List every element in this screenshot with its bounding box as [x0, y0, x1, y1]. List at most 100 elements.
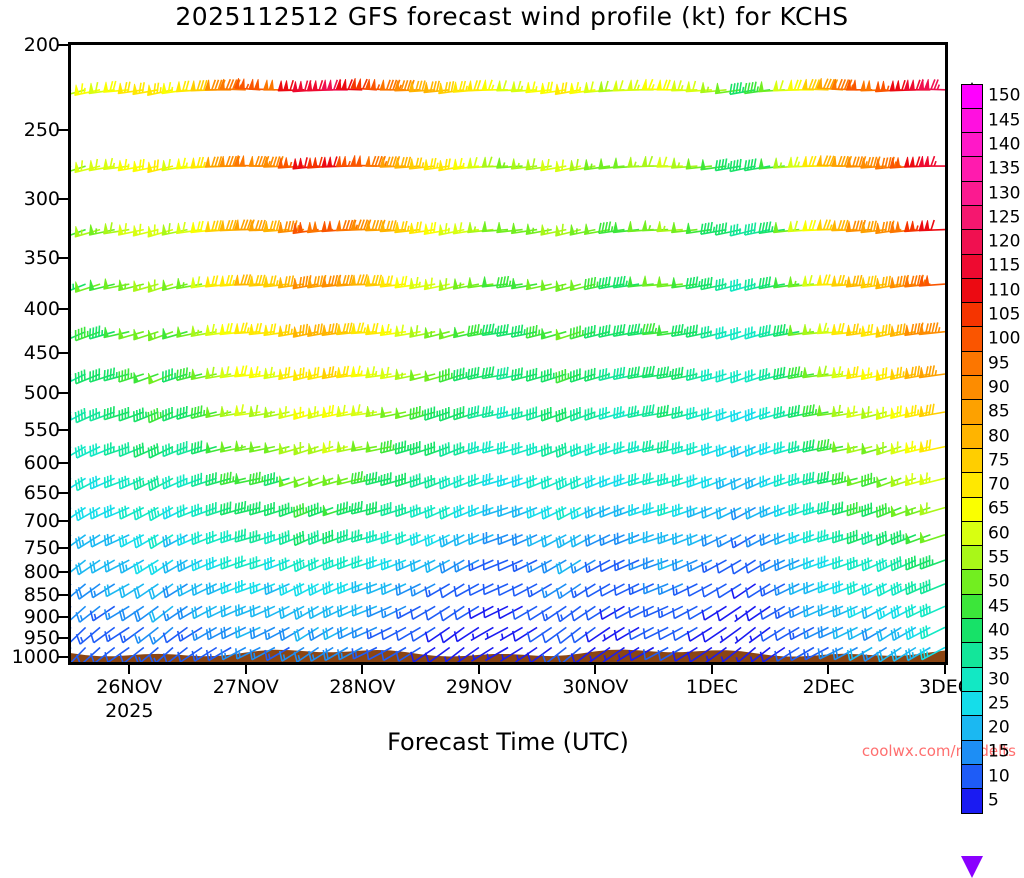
wind-barb: [600, 560, 625, 571]
colorbar-swatch: 145: [961, 108, 983, 134]
wind-barb: [294, 627, 318, 641]
wind-barb: [482, 221, 508, 231]
y-axis-tick: [58, 637, 68, 639]
wind-barb: [294, 606, 319, 619]
wind-barb: [920, 440, 945, 453]
y-axis-tick: [58, 594, 68, 596]
wind-barb: [657, 221, 683, 231]
wind-barb: [309, 627, 334, 640]
wind-barb: [775, 606, 800, 618]
wind-barb: [454, 560, 479, 572]
wind-barb: [585, 560, 610, 572]
wind-barb: [671, 158, 697, 168]
y-axis-tick: [58, 129, 68, 131]
wind-barb: [906, 533, 931, 544]
colorbar-tick-label: 85: [988, 402, 1010, 422]
wind-barb: [76, 584, 100, 599]
wind-barb: [746, 606, 770, 621]
colorbar-swatch: 105: [961, 302, 983, 328]
colorbar-swatch: 20: [961, 715, 983, 741]
wind-barb: [920, 473, 945, 485]
wind-barb: [760, 627, 784, 641]
wind-barb: [920, 555, 945, 569]
wind-barb: [746, 560, 771, 573]
x-axis-year-label: 2025: [105, 700, 153, 722]
colorbar-swatch: 30: [961, 667, 983, 693]
wind-barb: [542, 627, 566, 642]
wind-barb: [90, 326, 115, 339]
wind-barb: [163, 584, 187, 598]
colorbar-tick-label: 30: [988, 669, 1010, 689]
wind-barb: [920, 604, 945, 617]
wind-barb: [586, 584, 611, 597]
wind-barb: [600, 584, 625, 596]
wind-barb: [731, 560, 755, 574]
y-axis-tick-label: 250: [0, 119, 60, 141]
wind-barb: [351, 441, 377, 451]
y-axis-tick: [58, 571, 68, 573]
wind-barb: [746, 584, 770, 598]
y-axis-tick-label: 350: [0, 247, 60, 269]
colorbar-tick-label: 40: [988, 621, 1010, 641]
wind-barb: [629, 584, 654, 595]
y-axis-tick-label: 700: [0, 510, 60, 532]
colorbar-tick-label: 80: [988, 426, 1010, 446]
wind-barb: [440, 535, 465, 547]
colorbar-tick-label: 45: [988, 596, 1010, 616]
wind-barb: [192, 627, 217, 640]
x-axis-tick: [944, 665, 946, 674]
wind-barb: [440, 584, 464, 598]
wind-barb: [76, 606, 100, 622]
wind-barb: [586, 606, 610, 620]
colorbar-tick-label: 145: [988, 110, 1020, 130]
wind-barb: [920, 626, 945, 639]
wind-barb: [919, 79, 945, 90]
wind-barb: [149, 627, 173, 644]
wind-barb: [571, 584, 595, 598]
y-axis-tick: [58, 198, 68, 200]
y-axis-tick-label: 400: [0, 298, 60, 320]
wind-barb-layer: [71, 45, 945, 662]
plot-area: [68, 42, 948, 665]
wind-barb: [789, 583, 814, 595]
wind-barb: [104, 327, 129, 338]
wind-barb: [178, 627, 202, 641]
wind-barb: [642, 276, 668, 286]
wind-barb: [309, 503, 334, 517]
y-axis-tick-label: 900: [0, 606, 60, 628]
colorbar-tick-label: 90: [988, 378, 1010, 398]
wind-barb: [760, 560, 785, 571]
x-axis-tick-label: 2DEC: [802, 676, 854, 698]
wind-barb: [440, 627, 464, 642]
wind-barb: [746, 535, 771, 547]
wind-barb: [77, 627, 101, 644]
x-axis-tick: [827, 665, 829, 674]
wind-barb: [731, 508, 756, 520]
colorbar-swatch: 35: [961, 642, 983, 668]
y-axis-tick: [58, 352, 68, 354]
colorbar-swatch: 40: [961, 618, 983, 644]
wind-barb: [919, 365, 945, 377]
wind-barb: [557, 560, 581, 574]
wind-barb: [207, 606, 232, 618]
wind-barb: [207, 627, 232, 639]
colorbar-swatch: 80: [961, 424, 983, 450]
wind-barb: [556, 535, 581, 548]
y-axis-tick: [58, 656, 68, 658]
wind-barb: [891, 530, 916, 544]
wind-barb: [920, 502, 945, 514]
wind-barb: [731, 535, 756, 548]
wind-barb: [512, 278, 538, 289]
wind-barb: [469, 560, 494, 571]
wind-barb: [571, 535, 596, 547]
x-axis-title: Forecast Time (UTC): [68, 728, 948, 756]
colorbar-swatch: 25: [961, 691, 983, 717]
wind-barb: [804, 605, 829, 617]
colorbar-swatch: 130: [961, 181, 983, 207]
y-axis-tick: [58, 429, 68, 431]
colorbar-swatch: 100: [961, 326, 983, 352]
colorbar-tick-label: 95: [988, 353, 1010, 373]
wind-barb: [323, 606, 348, 618]
wind-barb: [585, 534, 610, 546]
y-axis-tick: [58, 547, 68, 549]
